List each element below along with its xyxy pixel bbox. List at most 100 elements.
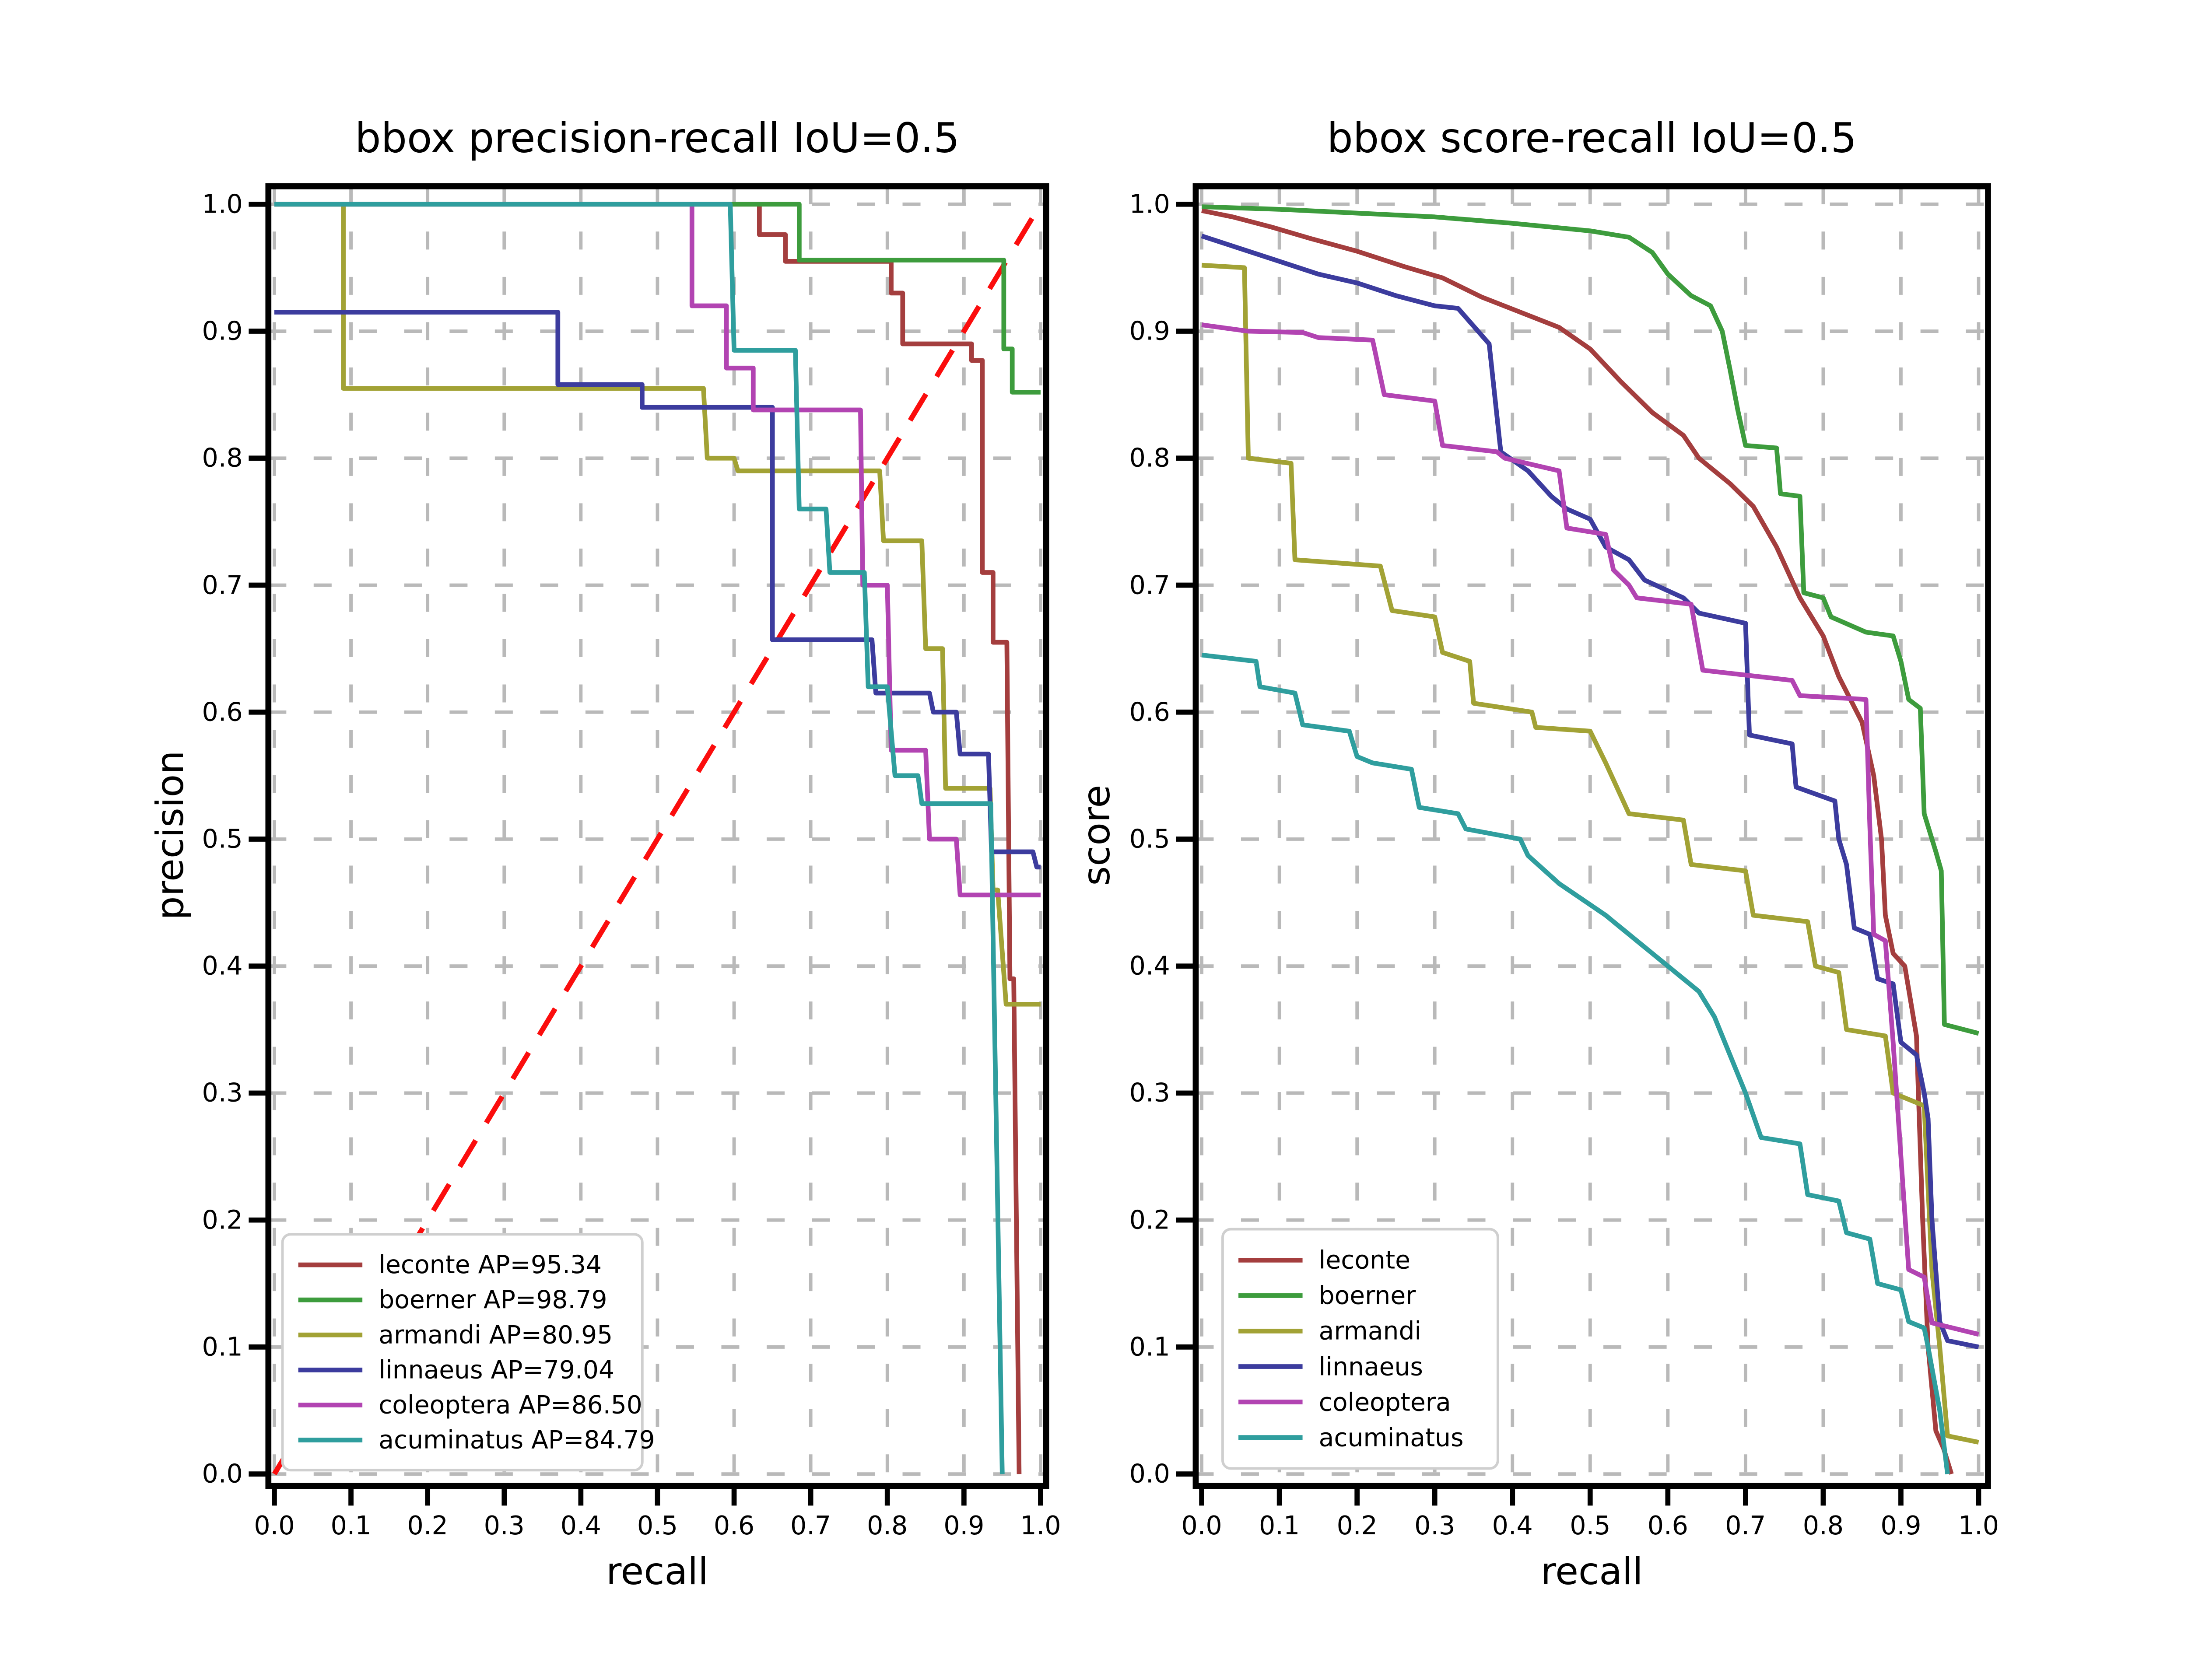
y-tick-label: 0.2 (1129, 1205, 1170, 1235)
leconte-curve (1201, 208, 1954, 1475)
y-tick-label: 0.8 (202, 443, 243, 473)
linnaeus-curve (1201, 234, 1979, 1350)
y-tick-label: 0.7 (202, 570, 243, 600)
boerner-line-swatch (298, 1297, 363, 1302)
x-tick-label: 0.3 (1414, 1511, 1455, 1541)
legend-item-acuminatus: acuminatus AP=84.79 (298, 1426, 655, 1453)
x-tick-label: 0.6 (1647, 1511, 1688, 1541)
acuminatus-curve (274, 202, 1005, 1474)
x-tick-label: 0.2 (407, 1511, 448, 1541)
y-tick-label: 0.6 (1129, 697, 1170, 727)
leconte-curve (274, 202, 1022, 1474)
right-x-axis-label: recall (1540, 1549, 1643, 1593)
legend-label: leconte AP=95.34 (379, 1250, 602, 1279)
boerner-curve (1201, 204, 1979, 1036)
x-tick-label: 0.5 (637, 1511, 678, 1541)
legend-item-linnaeus: linnaeus (1238, 1353, 1484, 1380)
legend-item-coleoptera: coleoptera AP=86.50 (298, 1391, 642, 1418)
legend-item-leconte: leconte (1238, 1246, 1484, 1274)
legend-item-boerner: boerner AP=98.79 (298, 1286, 628, 1313)
legend-label: armandi (1318, 1316, 1422, 1346)
acuminatus-line-swatch (298, 1437, 363, 1442)
legend-item-armandi: armandi (1238, 1317, 1484, 1345)
x-tick-label: 0.8 (1802, 1511, 1844, 1541)
y-tick-label: 0.8 (1129, 443, 1170, 473)
y-tick-label: 1.0 (1129, 189, 1170, 219)
y-tick-label: 0.9 (1129, 316, 1170, 346)
linnaeus-curve (274, 310, 1041, 870)
x-tick-label: 0.9 (1880, 1511, 1922, 1541)
y-tick-label: 0.7 (1129, 570, 1170, 600)
boerner-curve (274, 202, 1041, 395)
y-tick-label: 0.1 (202, 1332, 243, 1362)
x-tick-label: 0.7 (790, 1511, 831, 1541)
figure-canvas: bbox precision-recall IoU=0.5 bbox score… (147, 114, 1999, 1593)
right-legend: leconte boerner armandi linnaeus coleopt… (1221, 1228, 1499, 1470)
coleoptera-line-swatch (298, 1402, 363, 1407)
x-tick-label: 0.0 (254, 1511, 295, 1541)
x-tick-label: 0.7 (1725, 1511, 1766, 1541)
x-tick-label: 1.0 (1958, 1511, 1999, 1541)
y-tick-label: 0.9 (202, 316, 243, 346)
plot-canvas (249, 183, 1991, 1506)
x-tick-label: 0.4 (1492, 1511, 1533, 1541)
x-tick-label: 1.0 (1020, 1511, 1061, 1541)
legend-item-acuminatus: acuminatus (1238, 1423, 1484, 1452)
y-tick-label: 0.2 (202, 1205, 243, 1235)
legend-label: armandi AP=80.95 (379, 1320, 613, 1349)
legend-label: boerner AP=98.79 (379, 1285, 607, 1314)
leconte-line-swatch (1238, 1257, 1303, 1263)
right-chart-title: bbox score-recall IoU=0.5 (1327, 114, 1857, 162)
y-tick-label: 0.4 (202, 951, 243, 981)
legend-item-coleoptera: coleoptera (1238, 1389, 1484, 1416)
y-tick-label: 0.5 (1129, 824, 1170, 854)
y-tick-label: 0.6 (202, 697, 243, 727)
legend-label: linnaeus AP=79.04 (379, 1355, 614, 1385)
y-tick-label: 0.0 (1129, 1459, 1170, 1489)
x-tick-label: 0.0 (1181, 1511, 1222, 1541)
legend-label: acuminatus AP=84.79 (379, 1425, 655, 1455)
x-tick-label: 0.6 (713, 1511, 755, 1541)
left-chart-title: bbox precision-recall IoU=0.5 (355, 114, 960, 162)
coleoptera-curve (274, 202, 1041, 898)
legend-item-armandi: armandi AP=80.95 (298, 1320, 628, 1349)
y-tick-label: 0.0 (202, 1459, 243, 1489)
x-tick-label: 0.3 (484, 1511, 525, 1541)
x-tick-label: 0.1 (330, 1511, 372, 1541)
x-tick-label: 0.2 (1336, 1511, 1378, 1541)
y-tick-label: 0.1 (1129, 1332, 1170, 1362)
legend-label: coleoptera (1318, 1387, 1451, 1417)
x-tick-label: 0.1 (1259, 1511, 1300, 1541)
armandi-line-swatch (298, 1332, 363, 1337)
x-tick-label: 0.9 (943, 1511, 985, 1541)
y-tick-label: 0.4 (1129, 951, 1170, 981)
armandi-line-swatch (1238, 1329, 1303, 1334)
legend-item-leconte: leconte AP=95.34 (298, 1251, 628, 1278)
legend-label: acuminatus (1318, 1423, 1464, 1452)
legend-label: leconte (1318, 1245, 1411, 1275)
acuminatus-curve (1201, 652, 1950, 1474)
left-x-axis-label: recall (606, 1549, 708, 1593)
left-legend: leconte AP=95.34 boerner AP=98.79 armand… (281, 1233, 655, 1472)
acuminatus-line-swatch (1238, 1435, 1303, 1440)
y-tick-label: 0.5 (202, 824, 243, 854)
legend-label: linnaeus (1318, 1352, 1423, 1381)
legend-item-boerner: boerner (1238, 1282, 1484, 1309)
boerner-line-swatch (1238, 1293, 1303, 1298)
armandi-curve (1201, 262, 1979, 1445)
y-tick-label: 0.3 (202, 1078, 243, 1108)
linnaeus-line-swatch (1238, 1364, 1303, 1369)
x-tick-label: 0.5 (1570, 1511, 1611, 1541)
legend-label: coleoptera AP=86.50 (379, 1390, 642, 1420)
coleoptera-line-swatch (1238, 1400, 1303, 1405)
leconte-line-swatch (298, 1262, 363, 1267)
legend-item-linnaeus: linnaeus AP=79.04 (298, 1355, 628, 1385)
coleoptera-curve (1201, 322, 1979, 1337)
legend-label: boerner (1318, 1281, 1416, 1310)
diagonal-reference-line (272, 203, 1043, 1476)
y-tick-label: 1.0 (202, 189, 243, 219)
y-tick-label: 0.3 (1129, 1078, 1170, 1108)
x-tick-label: 0.4 (560, 1511, 601, 1541)
linnaeus-line-swatch (298, 1367, 363, 1372)
x-tick-label: 0.8 (867, 1511, 908, 1541)
